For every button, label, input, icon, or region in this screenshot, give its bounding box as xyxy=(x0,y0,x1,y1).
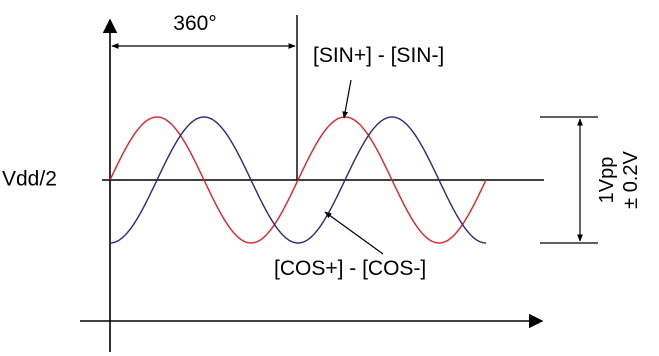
cos-signal-label: [COS+] - [COS-] xyxy=(274,257,426,280)
cos-callout-arrow xyxy=(324,211,384,255)
cos-wave xyxy=(109,116,487,244)
period-label: 360° xyxy=(173,12,216,35)
amplitude-label-vpp: 1Vpp xyxy=(596,157,618,204)
midline-label: Vdd/2 xyxy=(2,168,57,191)
sin-wave xyxy=(109,116,487,244)
amplitude-label-tolerance: ± 0.2V xyxy=(620,151,642,209)
sin-signal-label: [SIN+] - [SIN-] xyxy=(313,44,444,67)
sin-callout-arrow xyxy=(342,79,352,119)
